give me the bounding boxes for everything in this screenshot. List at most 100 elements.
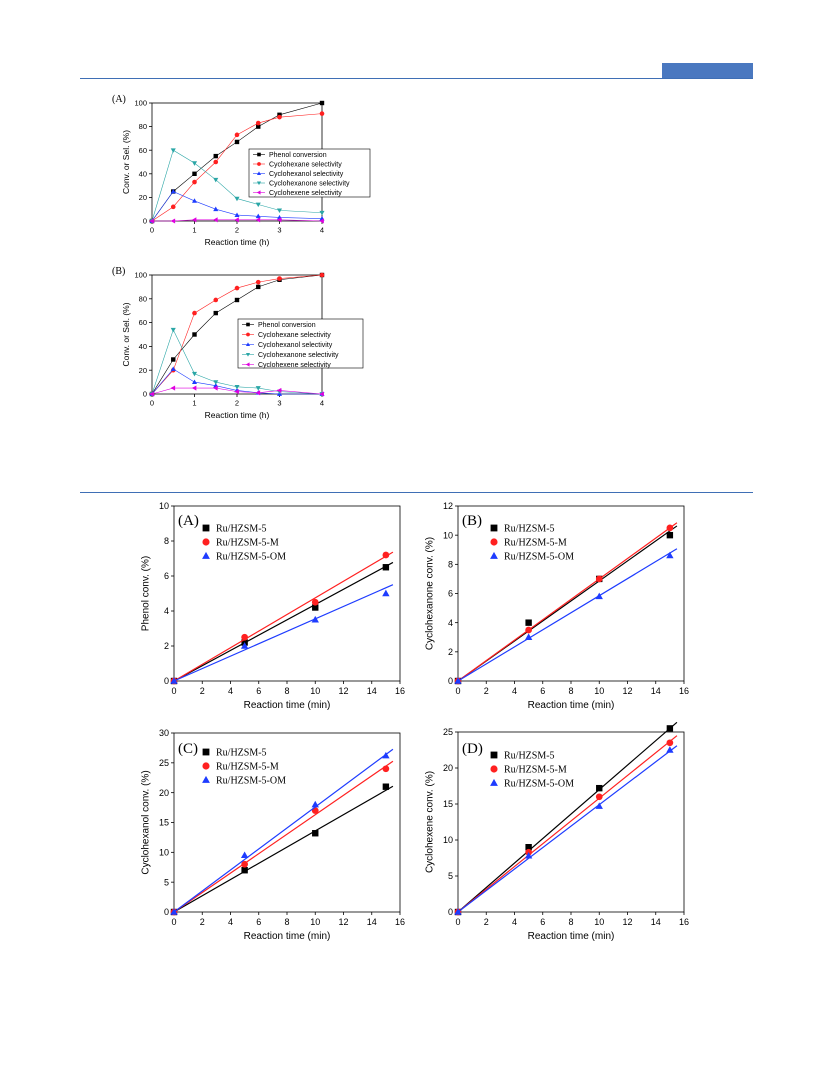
x-tick-label: 2 (235, 226, 239, 235)
x-tick-label: 0 (171, 917, 176, 927)
legend-marker (257, 162, 261, 166)
panel-label: (D) (462, 741, 483, 757)
data-point (241, 633, 248, 641)
data-point (311, 598, 319, 606)
y-tick-label: 12 (443, 501, 453, 511)
y-tick-label: 15 (159, 818, 169, 828)
y-tick-label: 10 (443, 530, 453, 540)
data-point (277, 114, 282, 120)
legend-label: Ru/HZSM-5-M (216, 762, 279, 773)
chart-kinetic-b: 0 2 4 6 8 10 12 14 16 0 2 4 6 8 10 12 Reaction time (min… (425, 501, 689, 711)
legend-marker (202, 538, 210, 546)
data-point (595, 802, 603, 809)
x-axis-label: Reaction time (min) (244, 931, 331, 942)
panel-label: (B) (112, 266, 125, 277)
y-tick-label: 10 (443, 835, 453, 845)
y-tick-label: 0 (448, 676, 453, 686)
y-axis-label: Conv. or Sel. (%) (121, 302, 131, 366)
legend-marker (256, 190, 261, 195)
data-point (170, 218, 176, 224)
data-point (454, 677, 462, 684)
data-point (382, 783, 390, 790)
x-tick-label: 4 (512, 917, 517, 927)
data-point (256, 124, 261, 129)
data-point (192, 171, 197, 176)
data-point (170, 188, 176, 194)
data-point (213, 153, 218, 159)
legend-marker (202, 775, 210, 783)
y-tick-label: 10 (159, 501, 169, 511)
chart-kinetic-c: 0 2 4 6 8 10 12 14 16 0 5 10 15 20 25 30 Reaction time (… (141, 728, 405, 942)
legend-label: Ru/HZSM-5-M (216, 538, 279, 549)
data-point (595, 592, 603, 600)
data-point (319, 272, 325, 278)
data-point (170, 204, 176, 210)
data-point (666, 551, 674, 559)
x-tick-label: 6 (540, 686, 545, 696)
y-tick-label: 0 (164, 676, 169, 686)
legend-marker (246, 332, 250, 337)
x-tick-label: 2 (484, 686, 489, 696)
panel-label: (A) (112, 94, 126, 105)
top-rule (80, 78, 753, 79)
x-tick-label: 12 (622, 917, 632, 927)
legend-marker (246, 322, 250, 327)
legend-label: Cyclohexanone selectivity (258, 352, 339, 359)
y-tick-label: 6 (448, 589, 453, 599)
plot-frame (173, 505, 401, 682)
legend-marker (490, 751, 498, 759)
y-tick-label: 20 (159, 788, 169, 798)
legend-label: Ru/HZSM-5-OM (504, 779, 574, 790)
legend-label: Phenol conversion (258, 322, 316, 329)
data-point (213, 177, 219, 183)
y-tick-label: 20 (139, 366, 147, 375)
chart-kinetic-a: 0 2 4 6 8 10 12 14 16 0 2 4 6 8 10 Reaction time (min) P… (141, 501, 405, 711)
data-point (171, 357, 176, 362)
data-point (191, 217, 197, 223)
legend-marker (490, 765, 498, 773)
data-point (666, 524, 674, 532)
x-tick-label: 0 (455, 917, 460, 927)
y-tick-label: 20 (139, 193, 147, 202)
y-tick-label: 40 (139, 169, 147, 178)
x-tick-label: 4 (512, 686, 517, 696)
x-tick-label: 6 (540, 917, 545, 927)
x-tick-label: 8 (568, 686, 573, 696)
fit-line (457, 735, 678, 913)
plot-frame (457, 505, 685, 682)
x-tick-label: 8 (284, 917, 289, 927)
x-tick-label: 2 (200, 686, 205, 696)
data-point (213, 380, 219, 385)
x-axis-label: Reaction time (h) (205, 410, 270, 420)
legend-marker (257, 152, 261, 157)
y-tick-label: 30 (159, 728, 169, 738)
x-tick-label: 4 (228, 917, 233, 927)
legend-marker (245, 352, 251, 357)
data-point (213, 206, 219, 212)
fit-line (173, 785, 394, 913)
data-point (595, 575, 603, 583)
x-axis-label: Reaction time (min) (528, 931, 615, 942)
x-tick-label: 12 (338, 917, 348, 927)
data-point (277, 276, 282, 281)
data-point (170, 908, 178, 915)
data-point (311, 615, 319, 623)
y-axis-label: Cyclohexanone conv. (%) (425, 537, 436, 650)
fit-line (457, 745, 678, 913)
x-tick-label: 16 (395, 686, 405, 696)
data-point (192, 332, 197, 337)
data-point (191, 385, 197, 391)
legend-label: Cyclohexene selectivity (258, 362, 331, 369)
data-point (319, 100, 325, 106)
data-point (234, 285, 240, 291)
x-tick-label: 4 (320, 226, 324, 235)
x-tick-label: 14 (367, 917, 377, 927)
y-axis-label: Phenol conv. (%) (141, 556, 152, 631)
data-point (277, 112, 282, 117)
panel-label: (C) (178, 741, 198, 757)
data-point (255, 386, 261, 391)
y-tick-label: 25 (443, 727, 453, 737)
x-tick-label: 10 (594, 917, 604, 927)
series-line (152, 219, 323, 222)
